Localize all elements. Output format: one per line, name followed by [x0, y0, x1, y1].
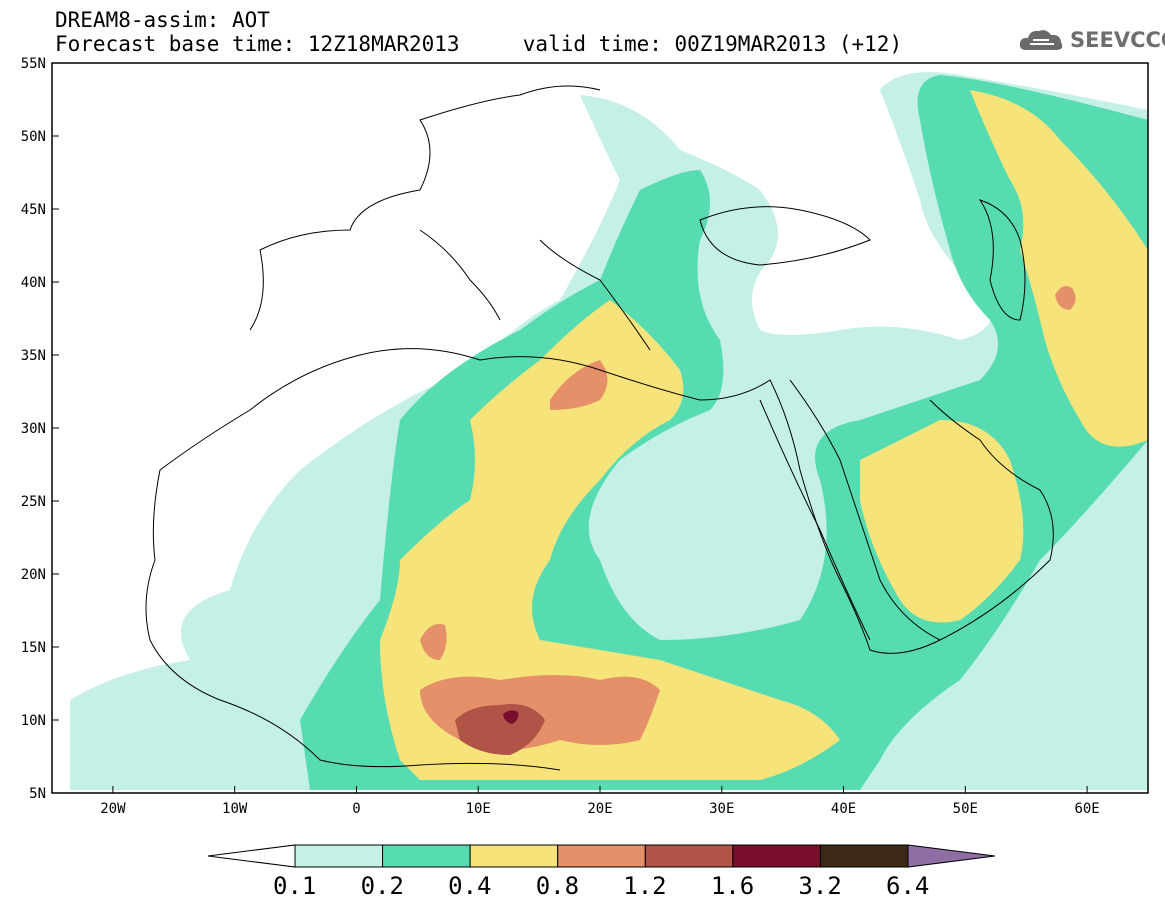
coastline-europe	[249, 85, 651, 351]
lat-tick-label: 40N	[21, 275, 46, 291]
aot-field-0.4-africa	[380, 300, 840, 780]
lon-tick-label: 0	[352, 801, 360, 817]
lat-tick-label: 10N	[21, 713, 46, 729]
colorbar-label: 3.2	[798, 872, 842, 900]
lat-tick-label: 5N	[29, 786, 46, 802]
coastline-africa	[145, 348, 941, 771]
lon-tick-label: 10W	[222, 801, 248, 817]
lat-tick-label: 25N	[21, 494, 46, 510]
cloud-icon	[1019, 30, 1063, 50]
coastline-red-sea	[759, 399, 871, 641]
colorbar-swatch	[294, 844, 384, 868]
lon-tick-label: 10E	[466, 801, 491, 817]
lat-tick-label: 55N	[21, 56, 46, 72]
lon-tick-label: 60E	[1074, 801, 1099, 817]
coastlines	[145, 85, 1054, 771]
coastline-caspian	[978, 199, 1026, 321]
aot-contour-fields	[70, 72, 1148, 791]
aot-field-0.8-libya	[550, 360, 608, 410]
aot-field-1.6	[503, 710, 519, 724]
logo-text: SEEVCCC	[1070, 28, 1165, 52]
lat-tick-label: 20N	[21, 567, 46, 583]
seevccc-logo: SEEVCCC	[1018, 26, 1165, 54]
lon-tick-label: 30E	[709, 801, 734, 817]
lon-tick-label: 20W	[100, 801, 126, 817]
colorbar-high-arrow	[907, 844, 996, 868]
map-title: DREAM8-assim: AOT	[55, 8, 270, 32]
lat-tick-label: 45N	[21, 202, 46, 218]
aot-field-0.8-niger	[420, 624, 447, 660]
map-axes: 20W 10W 0 10E 20E 30E 40E 50E 60E 55N 50N 45N 40N 35N…	[21, 56, 1100, 817]
colorbar-label: 0.8	[535, 872, 580, 900]
coastline-black-sea	[699, 206, 871, 266]
colorbar-label: 1.2	[623, 872, 667, 900]
aot-field-0.8-iran	[1055, 286, 1076, 310]
colorbar-label: 0.2	[360, 872, 404, 900]
colorbar-swatch	[557, 844, 646, 868]
lon-tick-label: 20E	[587, 801, 612, 817]
aot-field-0.4-central-asia	[970, 90, 1148, 447]
colorbar-label: 0.1	[273, 872, 317, 900]
colorbar-label: 1.6	[710, 872, 755, 900]
colorbar-label: 6.4	[886, 872, 930, 900]
colorbar-swatch	[644, 844, 734, 868]
colorbar	[207, 844, 996, 868]
colorbar-label: 0.4	[448, 872, 492, 900]
coastline-arabia	[789, 379, 1054, 641]
lat-tick-label: 15N	[21, 640, 46, 656]
lat-tick-label: 35N	[21, 348, 46, 364]
forecast-time-subtitle: Forecast base time: 12Z18MAR2013 valid t…	[55, 32, 903, 56]
colorbar-swatch	[382, 844, 471, 868]
colorbar-low-arrow	[207, 844, 296, 868]
lon-tick-label: 40E	[831, 801, 856, 817]
aot-field-1.2	[455, 704, 545, 755]
colorbar-swatch	[469, 844, 559, 868]
colorbar-swatch	[819, 844, 909, 868]
lat-tick-label: 50N	[21, 129, 46, 145]
colorbar-swatch	[732, 844, 821, 868]
lat-tick-label: 30N	[21, 421, 46, 437]
aot-field-0.4-arabia	[860, 420, 1024, 623]
lon-tick-label: 50E	[953, 801, 978, 817]
